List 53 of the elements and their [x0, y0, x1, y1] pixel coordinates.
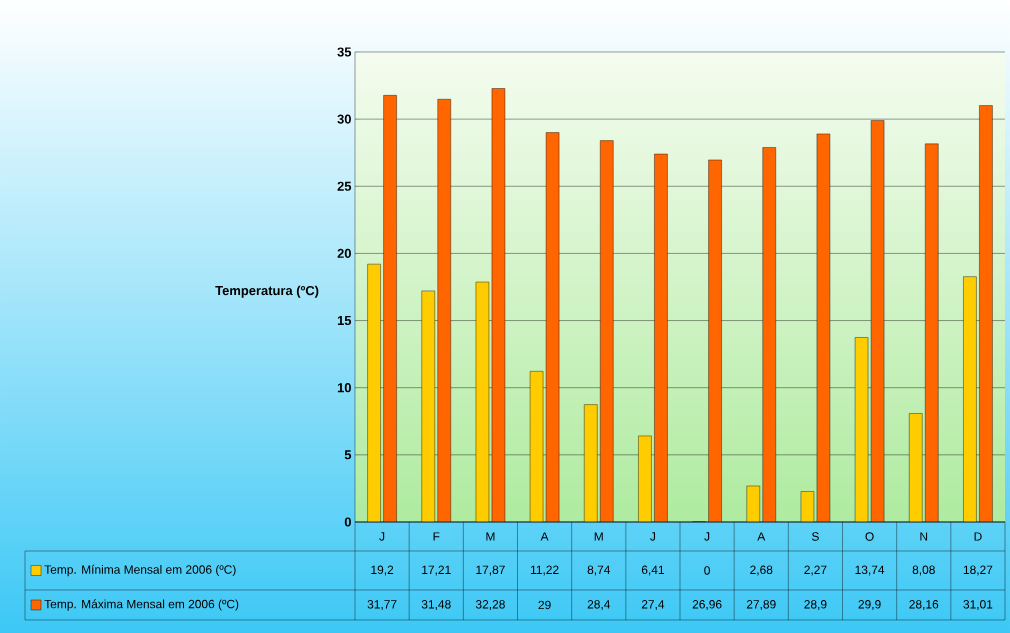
data-label: 32,28 — [475, 600, 505, 610]
bar — [638, 435, 652, 522]
y-tick-label: 5 — [344, 450, 352, 460]
y-tick-label: 35 — [337, 47, 352, 57]
x-tick-label: J — [650, 532, 656, 541]
x-tick-label: D — [974, 532, 982, 541]
data-label: 17,87 — [476, 565, 505, 576]
bar — [963, 276, 977, 522]
bar — [584, 404, 598, 522]
y-axis-title: Temperatura (ºC) — [215, 285, 319, 298]
x-tick-label: A — [540, 532, 549, 541]
data-label: 27,4 — [641, 600, 665, 610]
data-label: 8,74 — [587, 565, 611, 576]
data-label: 2,68 — [750, 565, 773, 576]
data-label: 31,48 — [421, 600, 451, 610]
data-label: 13,74 — [855, 565, 885, 576]
x-tick-label: N — [920, 532, 928, 541]
x-tick-label: A — [757, 532, 766, 541]
x-tick-label: O — [865, 532, 874, 541]
data-label: 19,2 — [371, 565, 394, 576]
data-label: 28,16 — [909, 600, 939, 610]
data-label: 18,27 — [963, 565, 993, 576]
y-tick-label: 10 — [337, 383, 351, 393]
y-tick-label: 30 — [337, 114, 351, 124]
bar — [909, 413, 923, 522]
x-tick-label: F — [433, 532, 440, 541]
data-label: 28,4 — [587, 600, 611, 610]
data-label: 2,27 — [804, 565, 827, 576]
data-label: 31,01 — [963, 600, 993, 610]
bar — [421, 290, 435, 522]
data-label: 6,41 — [641, 565, 664, 576]
y-tick-label: 0 — [344, 517, 351, 527]
data-label: 0 — [704, 566, 710, 575]
data-label: 27,89 — [746, 600, 776, 610]
x-tick-label: M — [486, 532, 495, 541]
data-label: 31,77 — [367, 600, 397, 610]
y-tick-label: 25 — [337, 181, 352, 191]
y-tick-label: 20 — [337, 248, 351, 258]
x-tick-label: M — [594, 532, 603, 541]
legend-label: Temp. Mínima Mensal em 2006 (ºC) — [44, 564, 236, 577]
data-label: 29,9 — [858, 600, 881, 610]
data-label: 8,08 — [912, 565, 935, 576]
data-label: 28,9 — [804, 600, 827, 610]
data-label: 17,21 — [422, 565, 451, 576]
y-tick-label: 15 — [337, 316, 352, 326]
data-label: 26,96 — [692, 600, 722, 610]
data-label: 11,22 — [530, 565, 559, 576]
legend-label: Temp. Máxima Mensal em 2006 (ºC) — [44, 599, 239, 611]
data-label: 29 — [538, 600, 551, 610]
x-tick-label: S — [811, 532, 819, 541]
bar — [367, 263, 381, 522]
x-tick-label: J — [704, 532, 710, 541]
x-tick-label: J — [379, 532, 385, 541]
